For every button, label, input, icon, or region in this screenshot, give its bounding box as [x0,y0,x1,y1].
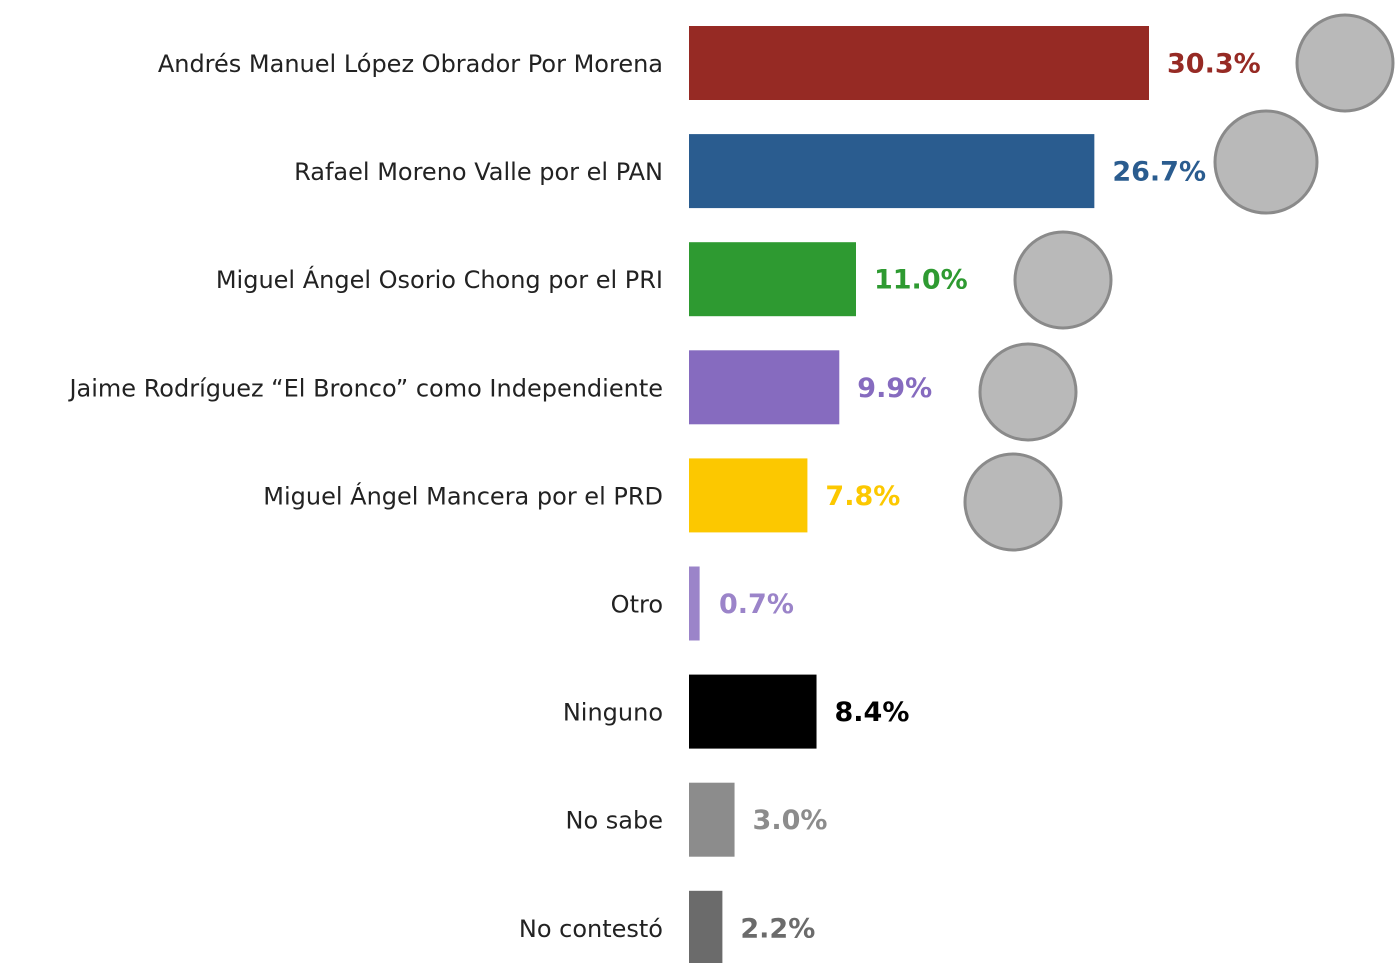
bar [689,674,817,749]
category-label: Rafael Moreno Valle por el PAN [294,158,663,186]
category-label: Otro [611,591,663,619]
candidate-photo [963,452,1063,552]
candidate-photo [1213,109,1319,215]
value-label: 7.8% [825,481,900,512]
value-label: 9.9% [857,373,932,404]
candidate-photo [1295,13,1395,113]
value-label: 0.7% [719,589,794,620]
value-label: 2.2% [740,913,815,944]
category-label: Jaime Rodríguez “El Bronco” como Indepen… [67,374,663,402]
category-label: No contestó [519,915,663,943]
value-label: 26.7% [1112,157,1206,188]
bar [689,26,1149,100]
value-label: 11.0% [874,265,968,296]
bar [689,566,700,641]
value-label: 8.4% [835,697,910,728]
bar [689,890,723,963]
bar [689,782,735,857]
value-label: 30.3% [1167,49,1261,80]
bar [689,458,808,533]
value-label: 3.0% [753,805,828,836]
bar [689,350,840,425]
category-label: Miguel Ángel Osorio Chong por el PRI [216,265,663,294]
bar [689,242,856,317]
category-label: Ninguno [563,699,663,727]
candidate-photo [1013,230,1113,330]
category-label: Miguel Ángel Mancera por el PRD [263,481,663,510]
candidate-photo [978,342,1078,442]
category-label: Andrés Manuel López Obrador Por Morena [158,50,663,78]
category-label: No sabe [566,807,663,835]
bar [689,134,1095,209]
